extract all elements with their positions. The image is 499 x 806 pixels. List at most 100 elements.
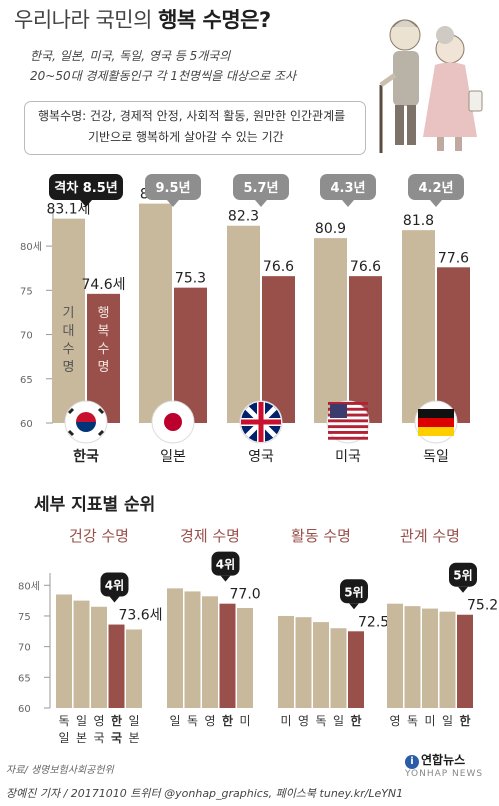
life-expectancy-bar <box>139 203 172 423</box>
detail-bar <box>422 608 438 708</box>
detail-category-label: 국 <box>93 731 104 745</box>
gap-badge-pointer <box>167 200 179 207</box>
happy-bar-caption: 복 <box>98 324 110 339</box>
rank-badge <box>449 562 477 587</box>
gap-badge-pointer <box>430 200 442 207</box>
detail-bar <box>439 611 456 708</box>
elderly-couple-illustration <box>379 19 483 153</box>
panel-title: 건강 수명 <box>69 527 129 545</box>
page-title-bold: 행복 수명은? <box>158 8 271 32</box>
gap-label: 5.7년 <box>244 181 279 196</box>
detail-bar <box>91 606 107 708</box>
gap-label: 4.2년 <box>419 181 454 196</box>
us-stripe <box>328 413 368 417</box>
happy-bar-caption: 명 <box>98 360 110 375</box>
y-tick-label: 80세 <box>20 241 42 253</box>
detail-category-label: 독 <box>58 714 69 728</box>
detail-category-label: 독 <box>315 714 326 728</box>
taeguk-red <box>76 412 96 422</box>
life-expectancy-bar <box>227 225 260 423</box>
definition-line-2: 기반으로 행복하게 살아갈 수 있는 기간 <box>88 130 284 144</box>
life-value-label: 80.9 <box>315 221 346 237</box>
section-title-detail-ranking: 세부 지표별 순위 <box>34 495 156 515</box>
gap-badge-pointer <box>80 200 92 207</box>
happy-value-label: 76.6 <box>263 259 294 275</box>
detail-value-label: 73.6세 <box>119 608 163 624</box>
happy-life-bar <box>349 276 382 423</box>
life-expectancy-bar <box>52 218 85 423</box>
gap-badge <box>320 174 376 200</box>
detail-category-label: 국 <box>111 731 122 745</box>
page-title: 우리나라 국민의 행복 수명은? <box>14 8 271 32</box>
panel-title: 관계 수명 <box>400 527 460 545</box>
detail-bar <box>56 594 72 708</box>
happy-life-bar <box>262 276 295 423</box>
us-canton <box>330 404 347 418</box>
gap-badge-pointer <box>342 200 354 207</box>
rank-badge-pointer <box>458 586 468 593</box>
y-tick-label: 70 <box>20 331 33 342</box>
us-stripe <box>328 425 368 429</box>
happy-value-label: 76.6 <box>350 259 381 275</box>
detail-category-label: 일 <box>333 714 344 728</box>
gap-badge-pointer <box>255 200 267 207</box>
taeguk-blue <box>76 422 96 432</box>
germany-flag <box>414 400 458 444</box>
detail-value-label: 77.0 <box>230 587 261 603</box>
life-expectancy-bar <box>314 238 347 423</box>
detail-category-label: 영 <box>93 714 104 728</box>
happy-value-label: 77.6 <box>438 250 469 266</box>
detail-value-label: 72.5 <box>358 614 389 630</box>
panel-title: 경제 수명 <box>180 527 240 545</box>
gap-label: 격차 8.5년 <box>54 180 117 196</box>
detail-bar <box>457 614 473 708</box>
trigram <box>97 429 105 437</box>
detail-bar <box>404 606 421 708</box>
rank-badge <box>211 551 240 576</box>
detail-category-label: 미 <box>239 714 250 728</box>
detail-bar <box>219 603 236 708</box>
detail-category-label: 한 <box>459 713 470 728</box>
detail-bar <box>330 628 347 708</box>
gap-label: 4.3년 <box>331 181 366 196</box>
trigram <box>67 429 75 437</box>
gap-badge <box>145 174 201 200</box>
rank-label: 5위 <box>453 569 472 583</box>
gap-badge <box>49 174 123 200</box>
detail-category-label: 미 <box>424 714 435 728</box>
us-stripe <box>328 419 368 423</box>
y-tick-label: 60 <box>18 704 31 715</box>
life-value-label: 81.8 <box>403 213 434 229</box>
detail-category-label: 본 <box>76 731 87 745</box>
rank-badge-pointer <box>220 575 231 582</box>
detail-category-label: 일 <box>58 731 69 745</box>
usa-flag <box>326 400 370 444</box>
us-stripe <box>328 436 368 440</box>
happy-bar-caption: 수 <box>98 342 110 357</box>
detail-category-label: 일 <box>76 714 87 728</box>
survey-description: 한국, 일본, 미국, 독일, 영국 등 5개국의 20~50대 경제활동인구 … <box>30 46 296 86</box>
hinomaru <box>164 413 182 431</box>
detail-bar <box>295 617 312 708</box>
us-stripe <box>328 402 368 405</box>
de-black <box>418 409 454 418</box>
detail-category-label: 한 <box>222 713 233 728</box>
us-stripe <box>328 431 368 434</box>
korea-flag <box>64 400 108 444</box>
yonhap-logo: i 연합뉴스 YONHAP NEWS <box>405 751 483 779</box>
happy-life-bar <box>437 267 470 423</box>
de-gold <box>418 427 454 436</box>
detail-category-label: 한 <box>350 713 361 728</box>
country-label: 영국 <box>248 449 274 465</box>
footer-credit: 장예진 기자 / 20171010 트위터 @yonhap_graphics, … <box>6 787 404 800</box>
y-tick-label: 70 <box>18 643 31 654</box>
grandmother-figure <box>423 26 483 151</box>
definition-text: 행복수명: 건강, 경제적 안정, 사회적 활동, 원만한 인간관계를 기반으로… <box>38 106 345 148</box>
y-tick-label: 60 <box>20 419 33 430</box>
rank-label: 5위 <box>344 585 363 599</box>
rank-badge <box>100 572 129 597</box>
detail-bar <box>387 603 403 708</box>
detail-bar <box>278 615 294 708</box>
rank-label: 4위 <box>216 558 235 572</box>
